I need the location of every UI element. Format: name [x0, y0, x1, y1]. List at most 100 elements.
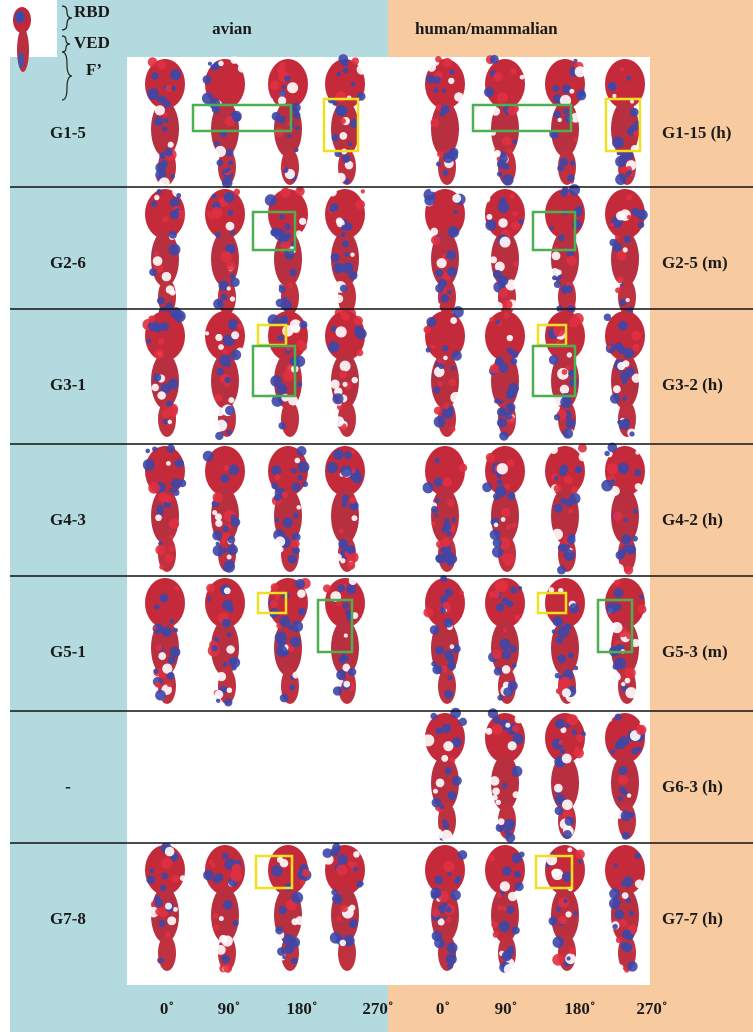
- surface-part: [454, 878, 461, 885]
- surface-part: [207, 61, 213, 66]
- surface-part: [336, 669, 347, 681]
- surface-part: [274, 631, 287, 644]
- surface-part: [611, 622, 623, 634]
- surface-part: [511, 522, 517, 528]
- surface-part: [445, 906, 452, 913]
- surface-part: [501, 665, 511, 674]
- left-column-bg: [10, 57, 127, 1032]
- surface-part: [154, 681, 161, 688]
- surface-part: [148, 320, 159, 332]
- surface-part: [281, 401, 299, 437]
- surface-part: [452, 306, 464, 318]
- surface-part: [617, 796, 623, 802]
- surface-part: [162, 216, 169, 223]
- surface-part: [615, 155, 627, 168]
- surface-part: [342, 381, 348, 387]
- surface-part: [502, 628, 508, 633]
- protein-surface: [268, 845, 312, 971]
- surface-part: [496, 580, 509, 593]
- surface-part: [634, 120, 639, 125]
- surface-part: [506, 600, 514, 608]
- surface-part: [160, 626, 167, 634]
- protein-surface: [202, 446, 245, 573]
- surface-part: [343, 633, 348, 638]
- surface-part: [433, 477, 443, 487]
- surface-part: [345, 609, 353, 617]
- surface-part: [277, 947, 286, 956]
- surface-part: [152, 256, 163, 266]
- surface-part: [348, 860, 355, 867]
- surface-part: [224, 698, 233, 707]
- row-label-left: G1-5: [50, 123, 86, 142]
- surface-part: [503, 963, 515, 976]
- angle-label: 180˚: [564, 999, 595, 1018]
- surface-part: [351, 376, 358, 384]
- surface-part: [565, 953, 576, 965]
- surface-part: [496, 92, 509, 104]
- surface-part: [432, 75, 441, 84]
- surface-part: [211, 207, 223, 219]
- surface-part: [564, 816, 575, 826]
- surface-part: [627, 961, 638, 972]
- surface-part: [344, 451, 353, 459]
- surface-part: [338, 655, 347, 664]
- surface-part: [151, 383, 159, 392]
- surface-part: [451, 737, 462, 748]
- surface-part: [205, 189, 245, 239]
- surface-part: [155, 908, 163, 916]
- surface-part: [492, 716, 501, 724]
- surface-part: [432, 788, 439, 794]
- surface-part: [350, 449, 356, 455]
- surface-part: [569, 533, 576, 540]
- surface-part: [430, 235, 441, 246]
- surface-part: [164, 902, 173, 910]
- surface-part: [507, 458, 515, 467]
- surface-part: [166, 405, 178, 417]
- surface-part: [496, 472, 501, 477]
- surface-part: [627, 170, 633, 175]
- surface-part: [214, 140, 220, 147]
- surface-part: [282, 296, 288, 302]
- surface-part: [175, 459, 185, 468]
- surface-part: [227, 544, 238, 556]
- surface-part: [506, 393, 513, 400]
- surface-part: [574, 66, 586, 78]
- surface-part: [606, 602, 618, 614]
- surface-part: [518, 219, 524, 225]
- highlight-box: [256, 591, 288, 615]
- surface-part: [270, 375, 282, 387]
- right-column-bg: [650, 57, 753, 1032]
- surface-part: [514, 881, 524, 892]
- surface-part: [350, 81, 356, 87]
- surface-part: [622, 942, 633, 953]
- surface-part: [173, 906, 178, 912]
- surface-part: [438, 803, 456, 839]
- surface-part: [629, 431, 635, 437]
- surface-part: [507, 680, 518, 691]
- surface-part: [497, 694, 504, 701]
- surface-part: [297, 474, 304, 481]
- surface-part: [289, 636, 301, 648]
- surface-part: [216, 300, 224, 307]
- surface-part: [158, 652, 167, 660]
- surface-part: [624, 150, 634, 161]
- surface-part: [614, 909, 625, 920]
- surface-part: [557, 654, 567, 664]
- surface-part: [489, 363, 500, 374]
- surface-part: [349, 118, 360, 129]
- surface-part: [621, 469, 627, 475]
- surface-part: [295, 186, 305, 197]
- surface-part: [232, 112, 242, 122]
- surface-part: [551, 629, 557, 634]
- surface-part: [553, 110, 562, 119]
- surface-part: [330, 203, 339, 212]
- surface-part: [280, 239, 291, 251]
- surface-part: [500, 197, 507, 203]
- surface-part: [222, 900, 233, 910]
- surface-part: [552, 94, 562, 104]
- surface-part: [441, 754, 449, 762]
- highlight-box: [596, 598, 634, 654]
- surface-part: [203, 869, 214, 881]
- surface-part: [496, 417, 507, 428]
